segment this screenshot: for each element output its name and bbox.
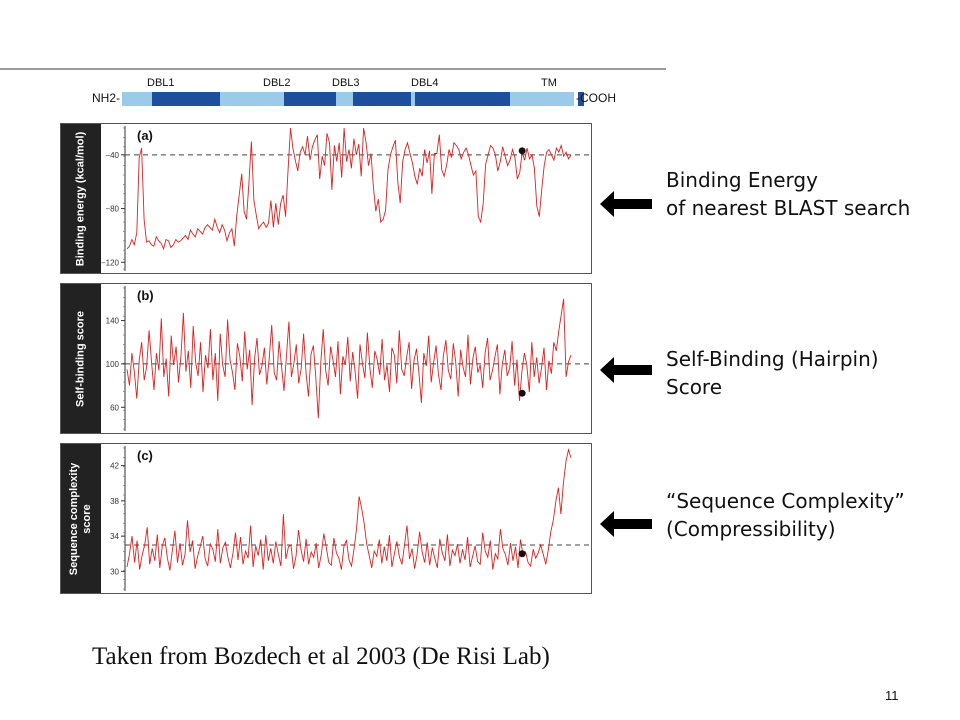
- domain-label-dbl4: DBL4: [411, 77, 439, 89]
- protein-sequence-bar: [122, 92, 584, 106]
- panel-title-box: Sequence complexity score: [61, 444, 101, 593]
- panel-title-box: Binding energy (kcal/mol): [61, 124, 101, 273]
- series-line: [126, 298, 572, 419]
- header-divider-line: [0, 68, 666, 70]
- y-tick-label: −40: [105, 151, 119, 160]
- arrow-left-icon: [600, 511, 652, 537]
- marker-dot: [518, 147, 526, 155]
- y-tick-label: 38: [110, 497, 119, 506]
- domain-block-dbl3: [353, 92, 411, 106]
- chart-panel-self-binding: Self-binding score 140 100 60 (b): [60, 283, 592, 434]
- series-line: [126, 127, 572, 251]
- figure-caption: Taken from Bozdech et al 2003 (De Risi L…: [92, 643, 550, 670]
- annotation-sequence-complexity: “Sequence Complexity” (Compressibility): [666, 487, 905, 543]
- c-terminus-label: -COOH: [576, 91, 616, 105]
- n-terminus-label: NH2-: [92, 91, 121, 105]
- annotation-line: Binding Energy: [666, 168, 818, 192]
- domain-label-dbl2: DBL2: [263, 77, 291, 89]
- page-number: 11: [885, 688, 899, 703]
- domain-block-dbl4: [415, 92, 510, 106]
- y-tick-label: 30: [110, 567, 119, 576]
- panel-ylabel: Binding energy (kcal/mol): [74, 131, 87, 266]
- y-tick-label: 34: [110, 532, 119, 541]
- panel-ylabel: Self-binding score: [74, 310, 87, 407]
- annotation-self-binding: Self-Binding (Hairpin) Score: [666, 345, 879, 401]
- domain-label-tm: TM: [541, 77, 557, 89]
- y-tick-label: 100: [106, 360, 120, 369]
- annotation-line: (Compressibility): [666, 517, 836, 541]
- protein-domain-map: NH2- DBL1 DBL2 DBL3 DBL4 TM -COOH: [92, 77, 652, 111]
- chart-panel-binding-energy: Binding energy (kcal/mol) −120 −80 −40 (a): [60, 123, 592, 274]
- domain-label-dbl3: DBL3: [332, 77, 360, 89]
- annotation-line: Score: [666, 375, 723, 399]
- self-binding-plot: 140 100 60 (b): [106, 286, 589, 431]
- binding-energy-plot: −120 −80 −40 (a): [101, 126, 589, 271]
- panel-title-box: Self-binding score: [61, 284, 101, 433]
- y-tick-label: 42: [110, 462, 119, 471]
- y-tick-label: −80: [105, 205, 119, 214]
- annotation-line: “Sequence Complexity”: [666, 489, 905, 513]
- marker-dot: [518, 550, 526, 558]
- panel-label: (b): [137, 288, 154, 303]
- arrow-left-icon: [600, 191, 652, 217]
- panel-ylabel: Sequence complexity score: [68, 462, 93, 575]
- annotation-line: of nearest BLAST search: [666, 196, 911, 220]
- annotation-line: Self-Binding (Hairpin): [666, 347, 879, 371]
- panel-label: (c): [137, 448, 153, 463]
- annotation-binding-energy: Binding Energy of nearest BLAST search: [666, 166, 910, 222]
- y-tick-label: 60: [110, 403, 119, 412]
- panel-label: (a): [137, 128, 153, 143]
- marker-dot: [518, 389, 526, 397]
- domain-block-tm: [578, 92, 584, 106]
- y-tick-label: −120: [101, 258, 120, 267]
- arrow-left-icon: [600, 357, 652, 383]
- chart-panel-sequence-complexity: Sequence complexity score 42 38 34 30 (c): [60, 443, 592, 594]
- domain-block-dbl2: [284, 92, 336, 106]
- series-line: [126, 448, 572, 571]
- y-tick-label: 140: [106, 317, 120, 326]
- sequence-complexity-plot: 42 38 34 30 (c): [110, 446, 589, 591]
- domain-label-dbl1: DBL1: [147, 77, 175, 89]
- domain-block-dbl1: [152, 92, 220, 106]
